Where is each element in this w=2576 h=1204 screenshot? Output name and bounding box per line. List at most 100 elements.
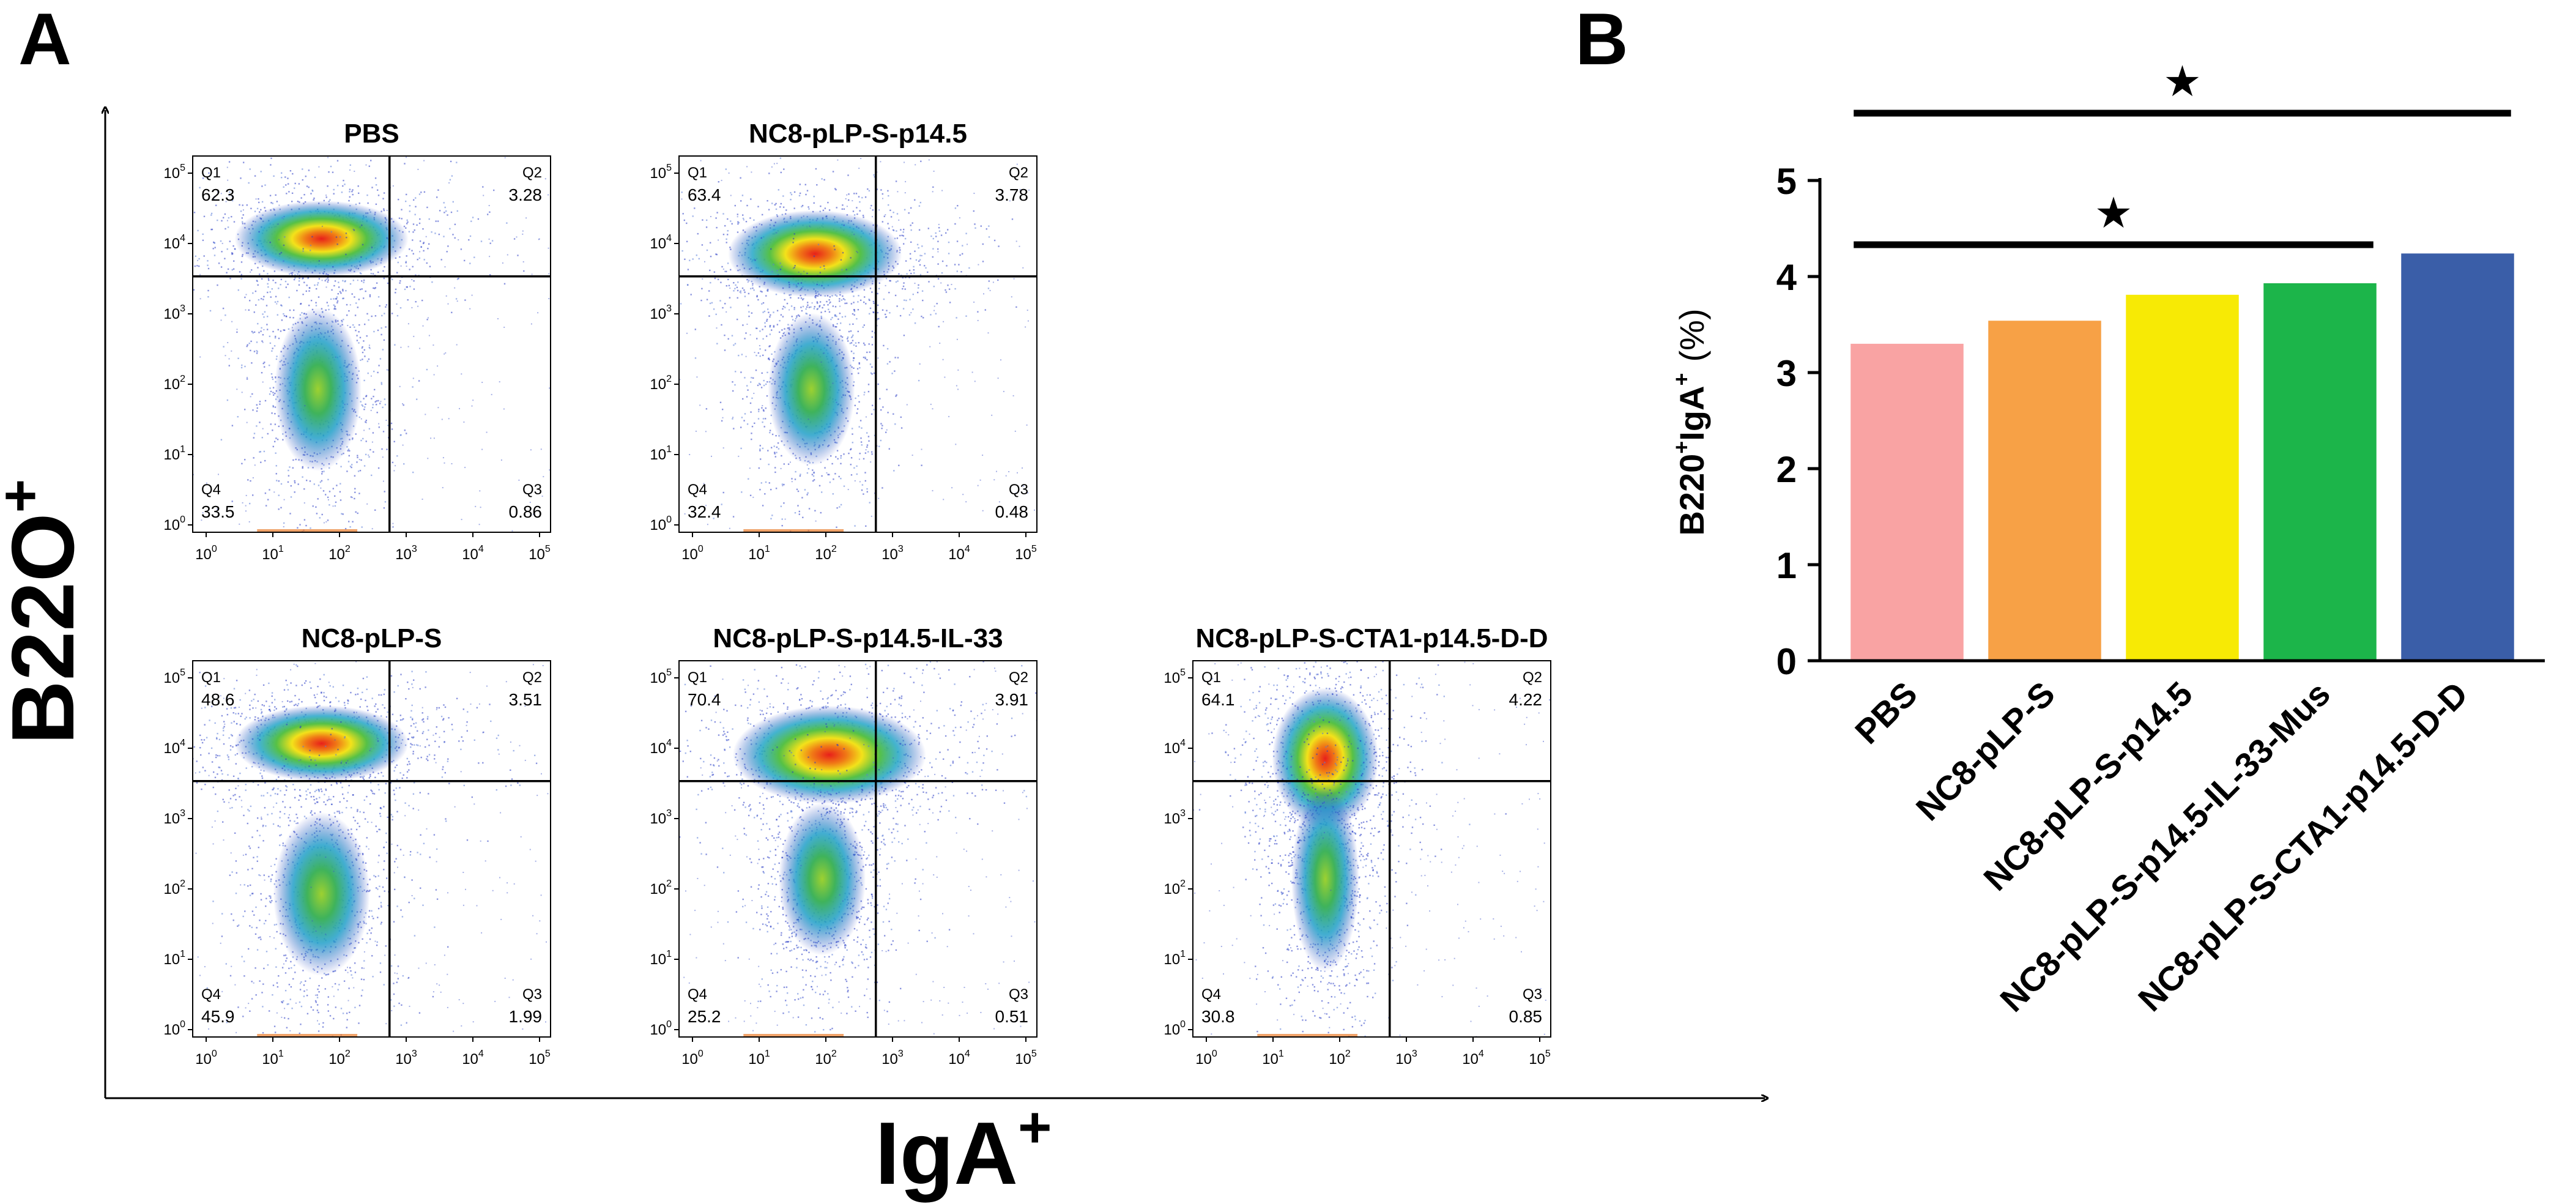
y-tick-label: 101 — [163, 949, 185, 968]
y-tick-label: 100 — [650, 515, 672, 533]
x-tick-label: 104 — [1462, 1049, 1484, 1068]
x-tick-label: 105 — [529, 544, 551, 563]
flow-plot: NC8-pLP-S-p14.5 Q1 63.4 Q2 3.78 Q3 0.48 Q4 32.4 1… — [650, 119, 1037, 563]
x-tick-label: 102 — [328, 1049, 351, 1068]
y-tick-label: 100 — [163, 1019, 185, 1038]
flow-plot-frame — [1192, 660, 1551, 1038]
quadrant-percent-q1: 63.4 — [688, 185, 721, 204]
y-tick-label: 105 — [650, 163, 672, 182]
y-tick-label: 102 — [650, 879, 672, 897]
y-tick-label: 102 — [163, 879, 185, 897]
event-scatter — [193, 661, 549, 1037]
x-tick-label: 104 — [948, 544, 970, 563]
event-scatter — [1193, 661, 1551, 1037]
flow-plot-frame — [192, 155, 551, 533]
population-density — [234, 705, 409, 782]
x-tick-label: 100 — [195, 544, 217, 563]
quadrant-percent-q1: 64.1 — [1201, 690, 1235, 709]
x-tick-label: 103 — [882, 544, 904, 563]
quadrant-name-q4: Q4 — [1201, 986, 1221, 1003]
y-tick-label: 101 — [163, 444, 185, 463]
x-tick-label: 102 — [815, 1049, 837, 1068]
y-tick-label: 104 — [163, 738, 185, 757]
panel-a-x-axis-label: IgA+ — [875, 1095, 1052, 1203]
quadrant-name-q3: Q3 — [522, 481, 542, 498]
x-tick-label: 105 — [1015, 1049, 1037, 1068]
flow-plot: PBS Q1 62.3 Q2 3.28 Q3 0.86 Q4 33.5 100 100 101 101 1… — [163, 119, 551, 563]
population-density — [234, 200, 409, 277]
quadrant-percent-q3: 1.99 — [509, 1007, 543, 1026]
quadrant-name-q1: Q1 — [688, 165, 707, 181]
svg-text:IgA+: IgA+ — [875, 1095, 1052, 1203]
flow-plot: NC8-pLP-S Q1 48.6 Q2 3.51 Q3 1.99 Q4 45.9 100 100 1… — [163, 623, 551, 1068]
x-tick-label: 103 — [395, 1049, 417, 1068]
panel-letter-a: A — [18, 0, 72, 80]
bar-y-tick-label: 2 — [1776, 449, 1797, 490]
y-tick-label: 105 — [1164, 667, 1186, 686]
x-axis-label-text: IgA — [875, 1104, 1018, 1203]
y-tick-label: 102 — [1164, 879, 1186, 897]
bar-category-label: PBS — [1847, 674, 1925, 751]
quadrant-name-q2: Q2 — [522, 165, 542, 181]
quadrant-percent-q3: 0.85 — [1509, 1007, 1543, 1026]
population-density — [1291, 786, 1359, 972]
x-tick-label: 102 — [815, 544, 837, 563]
quadrant-name-q4: Q4 — [688, 986, 707, 1003]
y-axis-label-text: B22O — [0, 513, 92, 745]
flow-plot-title: NC8-pLP-S — [302, 623, 442, 653]
x-tick-label: 102 — [328, 544, 351, 563]
bar-y-tick-label: 5 — [1776, 161, 1797, 202]
flow-plot-title: PBS — [344, 119, 399, 149]
quadrant-percent-q4: 25.2 — [688, 1007, 721, 1026]
ylabel-sup2: + — [1669, 373, 1694, 385]
quadrant-name-q1: Q1 — [201, 669, 221, 686]
quadrant-percent-q1: 62.3 — [201, 185, 235, 204]
flow-plot-title: NC8-pLP-S-p14.5-IL-33 — [713, 623, 1003, 653]
x-tick-label: 104 — [462, 1049, 484, 1068]
x-tick-label: 100 — [681, 1049, 703, 1068]
y-tick-label: 105 — [650, 667, 672, 686]
x-axis-label-sup: + — [1018, 1095, 1052, 1160]
y-axis-label-sup: + — [0, 479, 53, 513]
y-tick-label: 100 — [650, 1019, 672, 1038]
x-tick-label: 100 — [195, 1049, 217, 1068]
quadrant-percent-q3: 0.48 — [995, 502, 1029, 521]
y-tick-label: 103 — [163, 303, 185, 322]
quadrant-percent-q2: 3.78 — [995, 185, 1029, 204]
x-tick-label: 102 — [1329, 1049, 1351, 1068]
x-tick-label: 103 — [882, 1049, 904, 1068]
population-density — [274, 307, 362, 472]
quadrant-name-q1: Q1 — [688, 669, 707, 686]
panel-a-y-axis-label: B22O+ — [0, 479, 92, 745]
flow-plot-title: NC8-pLP-S-CTA1-p14.5-D-D — [1195, 623, 1548, 653]
x-tick-label: 103 — [1395, 1049, 1417, 1068]
y-tick-label: 100 — [1164, 1019, 1186, 1038]
x-tick-label: 101 — [262, 544, 284, 563]
flow-plot-title: NC8-pLP-S-p14.5 — [749, 119, 967, 149]
y-tick-label: 105 — [163, 163, 185, 182]
quadrant-percent-q2: 3.51 — [509, 690, 543, 709]
quadrant-percent-q2: 3.91 — [995, 690, 1029, 709]
quadrant-name-q3: Q3 — [1523, 986, 1542, 1003]
quadrant-percent-q4: 30.8 — [1201, 1007, 1235, 1026]
quadrant-percent-q2: 4.22 — [1509, 690, 1543, 709]
quadrant-name-q4: Q4 — [201, 481, 221, 498]
significance-star: ★ — [2095, 189, 2133, 237]
bar — [1850, 343, 1964, 660]
x-tick-label: 104 — [948, 1049, 970, 1068]
quadrant-percent-q4: 33.5 — [201, 502, 235, 521]
bar-category-label: NC8-pLP-S — [1909, 674, 2062, 828]
panel-letter-b: B — [1575, 0, 1628, 80]
flow-plot: NC8-pLP-S-p14.5-IL-33 Q1 70.4 Q2 3.91 Q3 0.51 Q… — [650, 623, 1037, 1068]
flow-plot-frame — [192, 660, 551, 1038]
y-tick-label: 103 — [650, 808, 672, 827]
quadrant-percent-q4: 32.4 — [688, 502, 721, 521]
x-tick-label: 105 — [1015, 544, 1037, 563]
quadrant-percent-q2: 3.28 — [509, 185, 543, 204]
quadrant-name-q4: Q4 — [201, 986, 221, 1003]
x-tick-label: 101 — [1262, 1049, 1284, 1068]
bar-y-tick-label: 1 — [1776, 545, 1797, 586]
y-tick-label: 102 — [650, 374, 672, 393]
bar-y-axis-label: B220+IgA+(%) — [1669, 308, 1711, 535]
